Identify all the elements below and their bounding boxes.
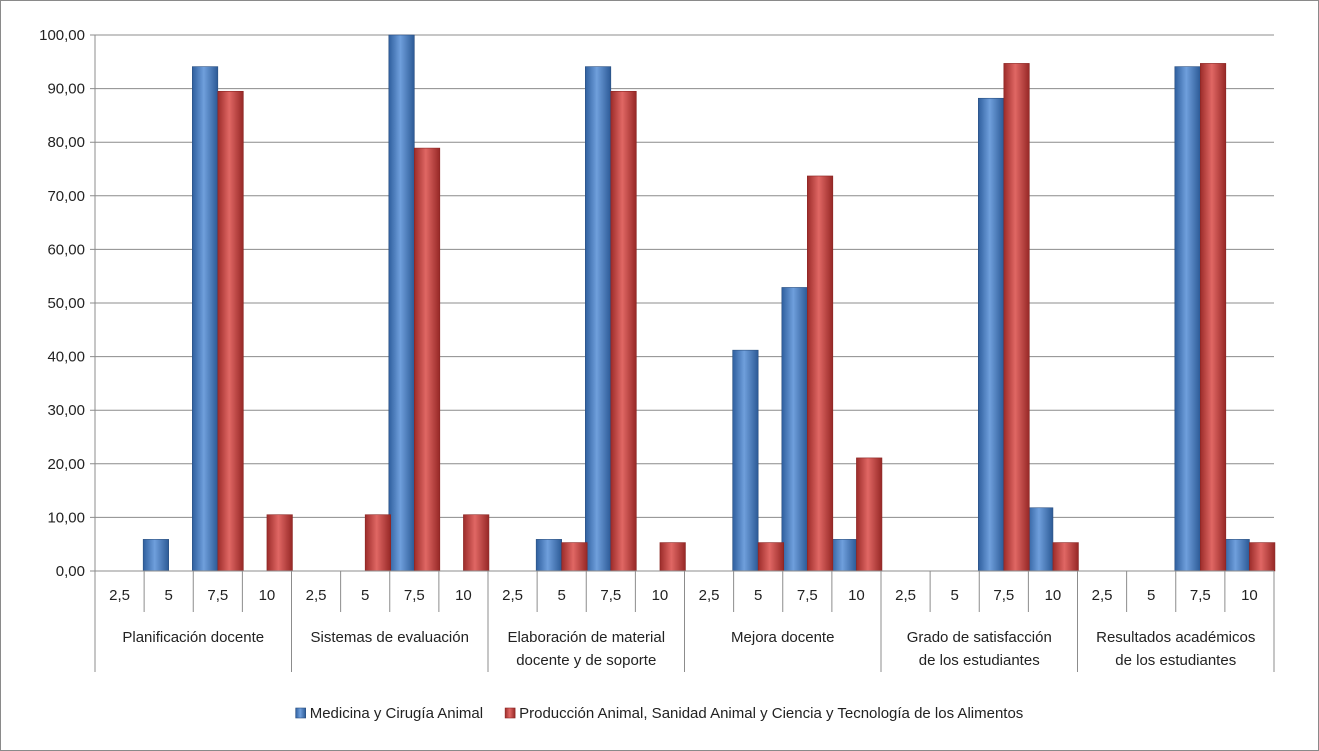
x-tick-label: 2,5 xyxy=(895,587,916,604)
x-tick-label: 7,5 xyxy=(600,587,621,604)
x-tick-label: 5 xyxy=(951,587,959,604)
y-axis-ticks: 0,00 10,00 20,00 30,00 40,00 50,00 60,00 70,00 8… xyxy=(39,27,85,580)
bar-series-2 xyxy=(856,457,883,572)
x-tick-label: 7,5 xyxy=(797,587,818,604)
x-tick-label: 7,5 xyxy=(1190,587,1211,604)
y-tick-label: 30,00 xyxy=(47,402,85,419)
bar-series-1 xyxy=(142,539,169,572)
bar-series-2 xyxy=(1249,542,1276,572)
bar-series-1 xyxy=(732,349,759,572)
y-tick-label: 60,00 xyxy=(47,241,85,258)
x-axis-labels: 2,5 5 7,5 10 2,5 5 7,5 10 2,5 5 7,5 10 2,5 5 7,5 10 2,5 5… xyxy=(109,587,1258,669)
bar-series-1 xyxy=(830,539,857,572)
legend-swatch xyxy=(504,707,516,719)
y-tick-label: 70,00 xyxy=(47,188,85,205)
x-tick-label: 5 xyxy=(361,587,369,604)
y-tick-label: 80,00 xyxy=(47,134,85,151)
bar-series-2 xyxy=(561,542,588,572)
bar-series-1 xyxy=(781,287,808,572)
bar-series-1 xyxy=(978,97,1005,572)
x-tick-label: 10 xyxy=(455,587,472,604)
x-tick-label: 10 xyxy=(259,587,276,604)
x-tick-label: 2,5 xyxy=(699,587,720,604)
group-label: Grado de satisfacción xyxy=(907,629,1052,646)
group-label: Sistemas de evaluación xyxy=(311,629,469,646)
x-tick-label: 2,5 xyxy=(1092,587,1113,604)
bar-series-1 xyxy=(1223,539,1250,572)
bar-series-2 xyxy=(1003,63,1030,572)
legend-entry: Medicina y Cirugía Animal xyxy=(295,705,483,722)
axes xyxy=(94,35,1275,672)
group-label: de los estudiantes xyxy=(919,652,1040,669)
bar-series-1 xyxy=(192,66,219,572)
y-tick-label: 100,00 xyxy=(39,27,85,44)
bar-series-1 xyxy=(388,34,415,572)
bar-series-2 xyxy=(364,514,391,572)
bar-series-2 xyxy=(217,90,244,572)
bar-series-2 xyxy=(266,514,293,572)
bar-series-2 xyxy=(463,514,490,572)
x-tick-label: 10 xyxy=(1241,587,1258,604)
grid-lines xyxy=(90,34,1274,572)
x-tick-label: 7,5 xyxy=(404,587,425,604)
x-tick-label: 2,5 xyxy=(109,587,130,604)
group-label: de los estudiantes xyxy=(1115,652,1236,669)
y-tick-label: 40,00 xyxy=(47,349,85,366)
bar-series-2 xyxy=(659,542,686,572)
group-label: Planificación docente xyxy=(122,629,264,646)
bar-series-2 xyxy=(1052,542,1079,572)
group-label: Mejora docente xyxy=(731,629,834,646)
legend-label: Producción Animal, Sanidad Animal y Cien… xyxy=(519,705,1023,722)
group-label: Elaboración de material xyxy=(507,629,665,646)
legend-swatch xyxy=(295,707,306,719)
x-tick-label: 2,5 xyxy=(306,587,327,604)
group-label: Resultados académicos xyxy=(1096,629,1255,646)
x-tick-label: 5 xyxy=(1147,587,1155,604)
bar-series-2 xyxy=(807,175,834,572)
bar-series-2 xyxy=(757,542,784,572)
x-tick-label: 10 xyxy=(652,587,669,604)
group-label: docente y de soporte xyxy=(516,652,656,669)
y-tick-label: 20,00 xyxy=(47,456,85,473)
y-tick-label: 0,00 xyxy=(56,563,85,580)
x-tick-label: 10 xyxy=(1045,587,1062,604)
x-tick-label: 10 xyxy=(848,587,865,604)
y-tick-label: 10,00 xyxy=(47,509,85,526)
x-tick-label: 2,5 xyxy=(502,587,523,604)
bar-series-1 xyxy=(585,66,612,572)
bar-series-1 xyxy=(1027,507,1054,572)
y-tick-label: 50,00 xyxy=(47,295,85,312)
x-tick-label: 7,5 xyxy=(993,587,1014,604)
legend-entry: Producción Animal, Sanidad Animal y Cien… xyxy=(504,705,1023,722)
bar-series-2 xyxy=(610,90,637,572)
x-tick-label: 5 xyxy=(558,587,566,604)
bar-series-1 xyxy=(1174,66,1201,572)
legend: Medicina y Cirugía Animal Producción Anim… xyxy=(295,705,1023,722)
bar-series-2 xyxy=(414,147,441,572)
bar-series-2 xyxy=(1200,63,1227,572)
y-tick-label: 90,00 xyxy=(47,81,85,98)
x-tick-label: 5 xyxy=(754,587,762,604)
x-tick-label: 7,5 xyxy=(207,587,228,604)
x-tick-label: 5 xyxy=(165,587,173,604)
legend-label: Medicina y Cirugía Animal xyxy=(310,705,483,722)
bar-series-1 xyxy=(535,539,562,572)
